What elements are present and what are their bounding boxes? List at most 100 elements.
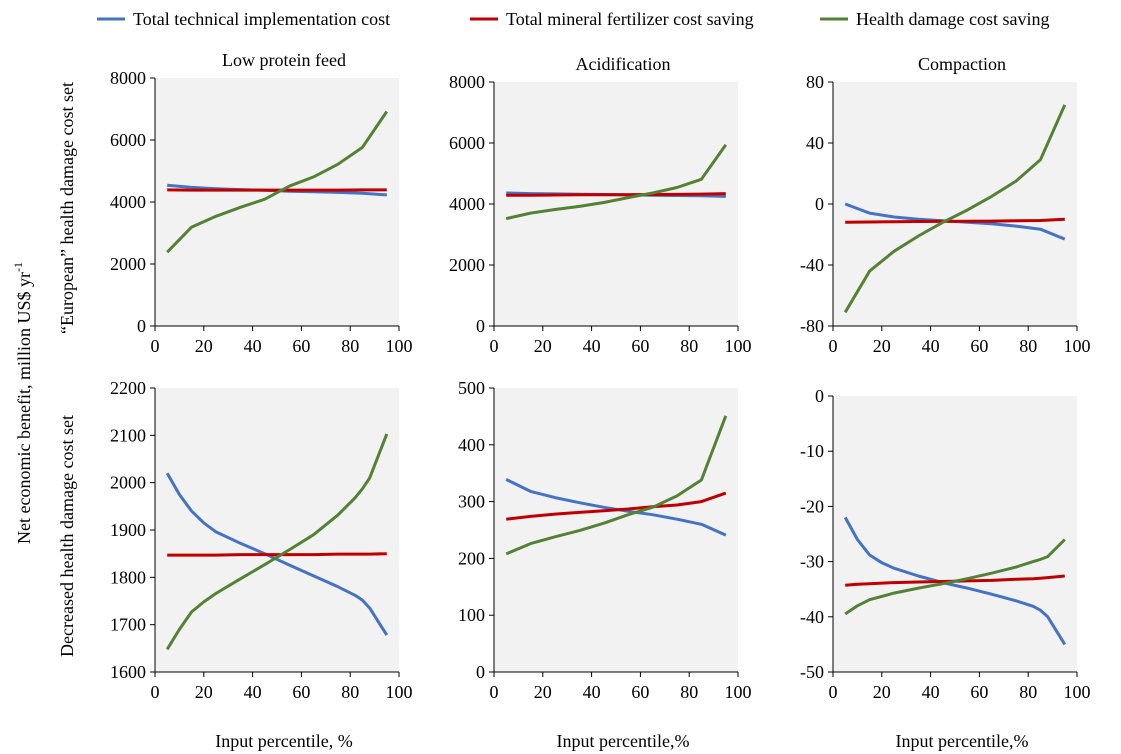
- y-tick-label: 200: [458, 548, 485, 568]
- y-tick-label: 0: [137, 316, 146, 336]
- plot-area: [155, 388, 399, 672]
- y-tick-label: 1800: [110, 567, 146, 587]
- x-tick-label: 20: [534, 336, 552, 356]
- x-tick-label: 80: [1019, 682, 1037, 702]
- y-tick-label: -80: [800, 316, 824, 336]
- panel-compaction-decreased: -50 -40 -30 -20 -10 0 0 20 40 60 80 100: [800, 386, 1091, 702]
- x-axis-title-3: Input percentile,%: [896, 731, 1029, 751]
- y-axis-title-row2: Decreased health damage cost set: [57, 415, 77, 657]
- x-tick-label: 40: [583, 682, 601, 702]
- y-tick-label: 8000: [449, 72, 485, 92]
- plot-area: [155, 78, 399, 326]
- x-tick-label: 100: [1064, 336, 1091, 356]
- x-tick-label: 40: [244, 336, 262, 356]
- series-line-total-technical-implementation-cost: [843, 516, 1067, 646]
- y-tick-label: 8000: [110, 68, 146, 88]
- y-tick-label: -40: [800, 255, 824, 275]
- legend-label-fertilizer-saving: Total mineral fertilizer cost saving: [506, 9, 754, 29]
- y-axis-title-text: Net economic benefit, million US$ yr: [14, 272, 34, 544]
- x-tick-label: 0: [490, 336, 499, 356]
- x-tick-label: 0: [151, 336, 160, 356]
- y-tick-label: 2000: [110, 473, 146, 493]
- y-tick-label: -50: [800, 662, 824, 682]
- x-tick-label: 100: [386, 682, 413, 702]
- legend-label-technical-cost: Total technical implementation cost: [133, 9, 390, 29]
- y-axis-title-superscript: -1: [11, 262, 25, 272]
- y-tick-label: 2200: [110, 378, 146, 398]
- x-tick-label: 20: [873, 336, 891, 356]
- x-axis-title-2: Input percentile,%: [557, 731, 690, 751]
- x-tick-label: 60: [292, 682, 310, 702]
- x-tick-label: 80: [1019, 336, 1037, 356]
- y-tick-label: 0: [476, 662, 485, 682]
- x-tick-label: 0: [151, 682, 160, 702]
- x-tick-label: 0: [490, 682, 499, 702]
- y-tick-label: 6000: [449, 133, 485, 153]
- x-axis-title-1: Input percentile, %: [215, 731, 352, 751]
- y-tick-label: 2000: [110, 254, 146, 274]
- x-tick-label: 40: [244, 682, 262, 702]
- y-tick-label: 400: [458, 435, 485, 455]
- y-tick-label: 0: [815, 386, 824, 406]
- series-line-health-damage-cost-saving: [843, 104, 1067, 314]
- x-tick-label: 20: [534, 682, 552, 702]
- panel-low-protein-feed-european: 0 2000 4000 6000 8000 0 20 40 60 80 100: [110, 68, 413, 356]
- x-tick-label: 60: [292, 336, 310, 356]
- series-line-total-mineral-fertilizer-cost-saving: [506, 192, 726, 197]
- panel-title-compaction: Compaction: [918, 54, 1006, 74]
- x-tick-label: 80: [341, 682, 359, 702]
- y-tick-label: -10: [800, 441, 824, 461]
- y-tick-label: 40: [806, 133, 824, 153]
- x-tick-label: 80: [680, 336, 698, 356]
- panel-low-protein-feed-decreased: 1600 1700 1800 1900 2000 2100 2200 0 20 40 60 80 100: [110, 378, 413, 702]
- series-line-total-mineral-fertilizer-cost-saving: [845, 217, 1065, 224]
- y-tick-label: 300: [458, 492, 485, 512]
- plot-area: [833, 82, 1077, 326]
- x-tick-label: 40: [922, 336, 940, 356]
- x-tick-label: 60: [970, 336, 988, 356]
- y-tick-label: 0: [476, 316, 485, 336]
- x-tick-label: 60: [970, 682, 988, 702]
- series-line-health-damage-cost-saving: [505, 415, 728, 556]
- panel-compaction-european: -80 -40 0 40 80 0 20 40 60 80 100: [800, 72, 1091, 356]
- y-tick-label: 4000: [110, 192, 146, 212]
- panel-acidification-decreased: 0 100 200 300 400 500 0 20 40 60 80 100: [458, 378, 752, 702]
- x-tick-label: 40: [922, 682, 940, 702]
- y-tick-label: 0: [815, 194, 824, 214]
- y-axis-title-row1: “European” health damage cost set: [57, 82, 77, 334]
- legend: Total technical implementation cost Tota…: [97, 9, 1049, 29]
- x-tick-label: 80: [680, 682, 698, 702]
- x-tick-label: 60: [631, 682, 649, 702]
- y-tick-label: 1600: [110, 662, 146, 682]
- plot-area: [833, 396, 1077, 672]
- series-line-health-damage-cost-saving: [844, 538, 1066, 616]
- y-tick-label: -20: [800, 496, 824, 516]
- y-tick-label: 100: [458, 605, 485, 625]
- y-tick-label: 4000: [449, 194, 485, 214]
- x-tick-label: 100: [725, 336, 752, 356]
- y-tick-label: 2100: [110, 425, 146, 445]
- panel-acidification-european: 0 2000 4000 6000 8000 0 20 40 60 80 100: [449, 72, 752, 356]
- series-line-health-damage-cost-saving: [165, 433, 389, 651]
- y-tick-label: -40: [800, 607, 824, 627]
- panel-title-acidification: Acidification: [576, 54, 671, 74]
- x-tick-label: 60: [631, 336, 649, 356]
- series-line-total-technical-implementation-cost: [165, 472, 389, 636]
- x-tick-label: 100: [1064, 682, 1091, 702]
- x-tick-label: 100: [725, 682, 752, 702]
- x-tick-label: 20: [195, 682, 213, 702]
- plot-area: [494, 388, 738, 672]
- y-tick-label: 1700: [110, 615, 146, 635]
- x-tick-label: 20: [195, 336, 213, 356]
- x-tick-label: 0: [829, 682, 838, 702]
- x-tick-label: 20: [873, 682, 891, 702]
- y-tick-label: 80: [806, 72, 824, 92]
- series-line-health-damage-cost-saving: [166, 110, 389, 254]
- series-line-health-damage-cost-saving: [505, 143, 728, 221]
- x-tick-label: 80: [341, 336, 359, 356]
- panel-title-low-protein-feed: Low protein feed: [222, 50, 346, 70]
- legend-label-health-saving: Health damage cost saving: [856, 9, 1049, 29]
- series-line-total-mineral-fertilizer-cost-saving: [506, 491, 727, 521]
- y-tick-label: 6000: [110, 130, 146, 150]
